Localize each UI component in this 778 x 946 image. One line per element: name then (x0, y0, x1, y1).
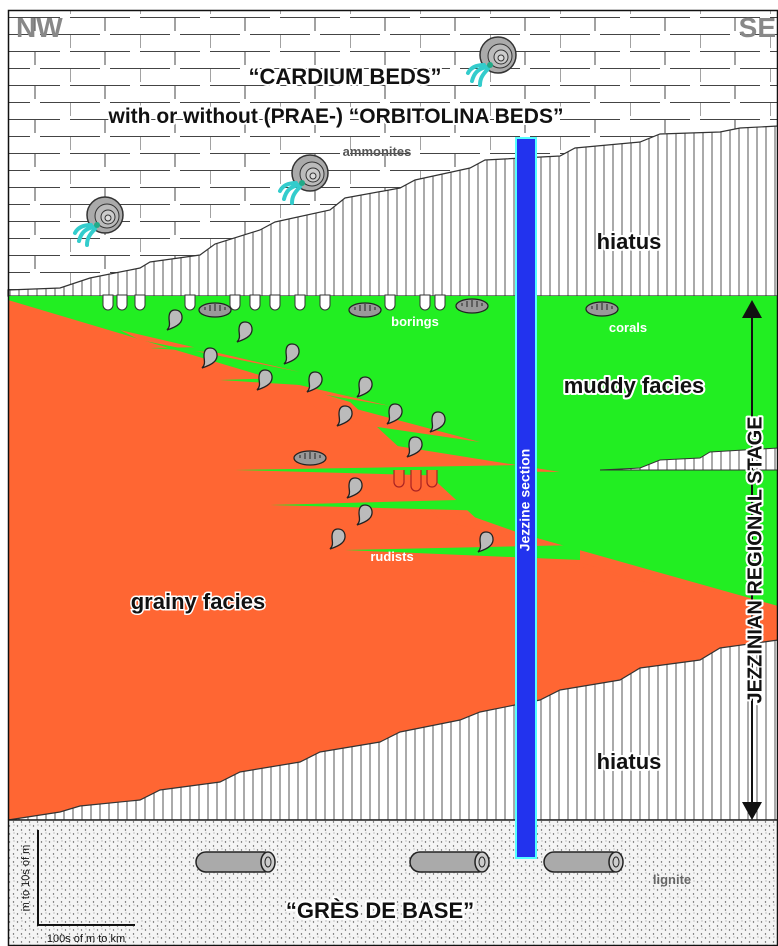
nw-label: NW (16, 12, 63, 43)
stage-label: JEZZINIAN REGIONAL STAGE (744, 416, 766, 703)
corals-label: corals (609, 320, 647, 335)
upper-hiatus-label: hiatus (597, 229, 662, 254)
section-label: Jezzine section (517, 449, 533, 552)
rudists-label: rudists (370, 549, 413, 564)
muddy-label: muddy facies (564, 373, 705, 398)
upper-subtitle: with or without (PRAE-) “ORBITOLINA BEDS… (108, 105, 564, 128)
base-title: “GRÈS DE BASE” (286, 898, 474, 923)
scale-horizontal: 100s of m to km (47, 933, 125, 945)
lignite-label: lignite (653, 872, 691, 887)
grainy-label: grainy facies (131, 589, 266, 614)
upper-title: “CARDIUM BEDS” (248, 64, 441, 89)
ammonites-label: ammonites (343, 144, 412, 159)
se-label: SE (739, 12, 776, 43)
scale-vertical: m to 10s of m (20, 845, 32, 912)
borings-label: borings (391, 314, 439, 329)
diagram: Jezzine section JEZZINIAN REGIONAL STAGE… (0, 0, 778, 946)
lower-hiatus-label: hiatus (597, 749, 662, 774)
